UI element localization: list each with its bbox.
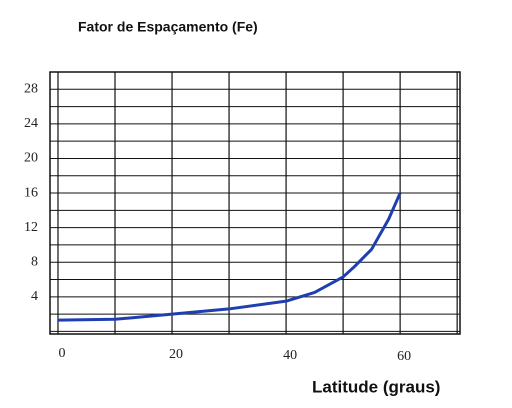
y-tick-label: 20 bbox=[24, 151, 38, 166]
y-tick-label: 8 bbox=[31, 254, 38, 269]
y-tick-label: 12 bbox=[24, 220, 38, 235]
chart-title: Fator de Espaçamento (Fe) bbox=[78, 19, 258, 35]
x-tick-label: 60 bbox=[397, 349, 411, 364]
line-series bbox=[57, 192, 402, 322]
y-tick-label: 16 bbox=[24, 185, 38, 200]
y-tick-label: 24 bbox=[24, 116, 38, 131]
x-tick-label: 20 bbox=[169, 347, 183, 362]
y-tick-label: 28 bbox=[24, 82, 38, 97]
x-tick-label: 40 bbox=[283, 348, 297, 363]
x-axis-label: Latitude (graus) bbox=[312, 377, 440, 396]
x-tick-label: 0 bbox=[58, 346, 65, 361]
plot-frame bbox=[49, 71, 461, 335]
y-tick-label: 4 bbox=[31, 289, 38, 304]
